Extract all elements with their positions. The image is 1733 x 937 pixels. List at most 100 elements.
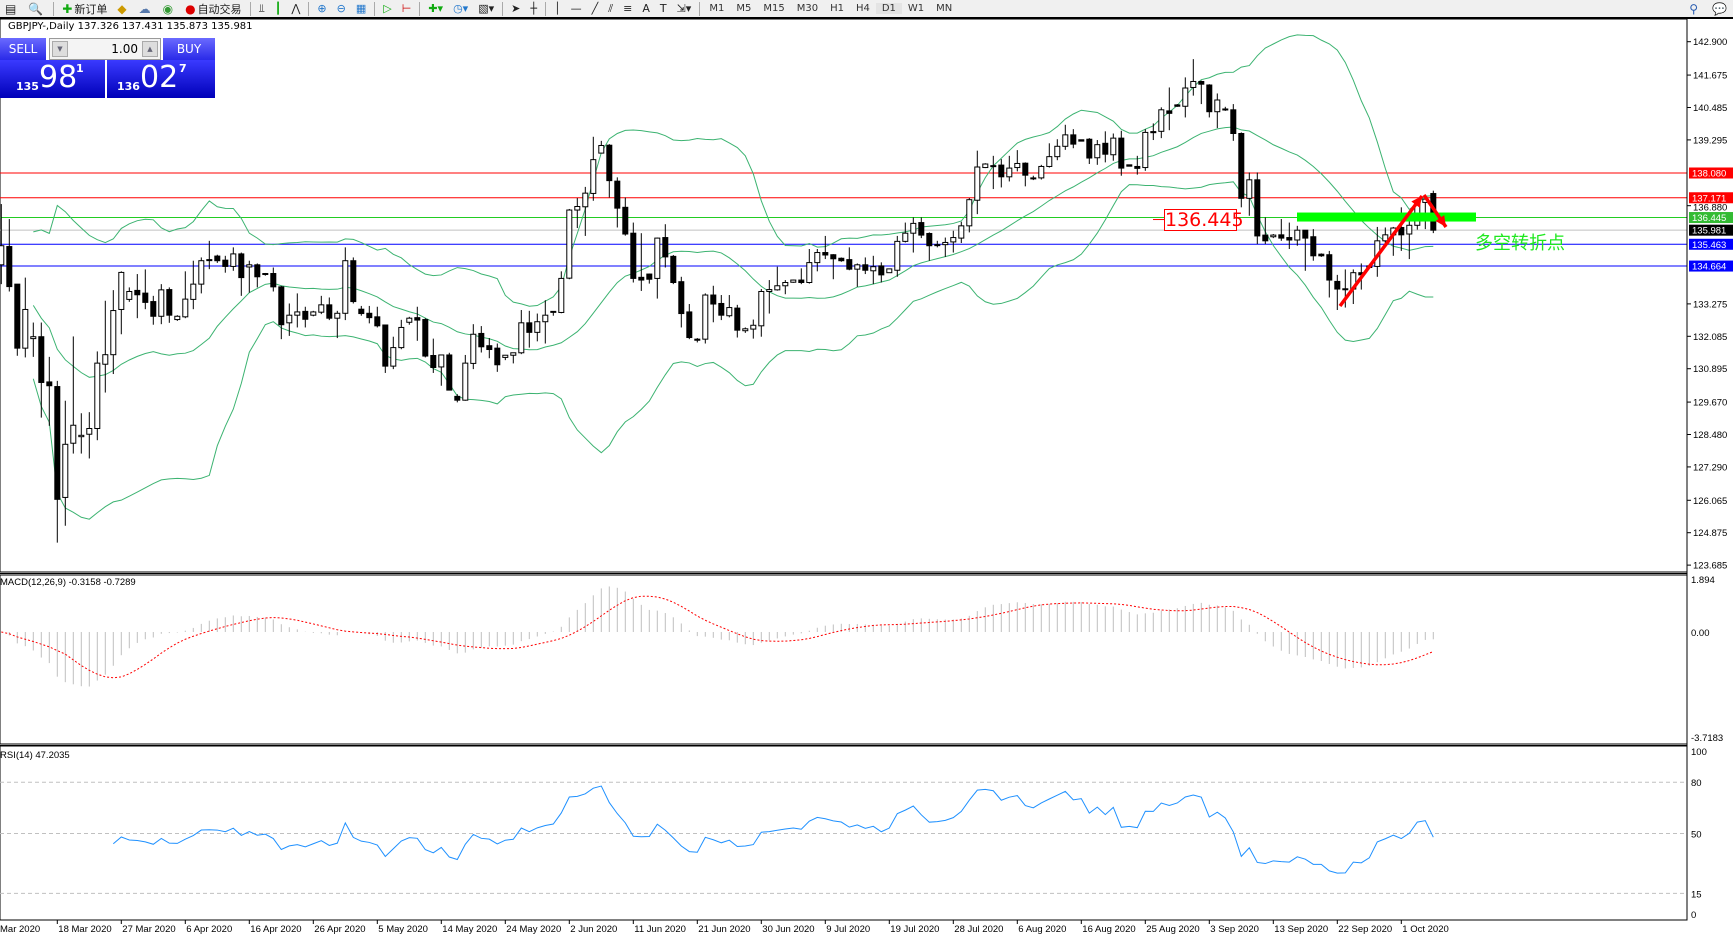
candle-body xyxy=(1118,137,1125,169)
cursor-icon[interactable]: ➤ xyxy=(511,2,521,15)
zoom-in-icon[interactable]: ⊕ xyxy=(317,2,327,15)
bar-chart-icon[interactable]: ⫫ xyxy=(258,1,265,15)
candle-body xyxy=(670,255,677,284)
crosshair-icon[interactable]: ┼ xyxy=(530,2,537,15)
lot-increase-icon[interactable]: ▲ xyxy=(142,41,158,57)
timeframe-h1[interactable]: H1 xyxy=(830,3,844,14)
timeframe-mn[interactable]: MN xyxy=(936,3,953,14)
equidistant-channel-icon[interactable]: ⫽ xyxy=(608,1,614,15)
candlestick-icon[interactable]: ┃ xyxy=(274,2,282,15)
arrows-icon[interactable]: ⇲▾ xyxy=(676,2,692,15)
autoscroll-icon[interactable]: ▷ xyxy=(383,2,392,15)
candle xyxy=(974,150,981,215)
candle-body xyxy=(1150,131,1157,134)
buy-price[interactable]: 136 02 7 xyxy=(107,60,215,98)
periods-icon[interactable]: ◷▾ xyxy=(453,2,469,15)
candle-body xyxy=(550,310,557,313)
candle-body xyxy=(1398,226,1405,236)
candle xyxy=(926,232,933,261)
timeframe-m30[interactable]: M30 xyxy=(796,3,819,14)
candle-body xyxy=(30,336,37,340)
candle-body xyxy=(590,159,597,194)
timeframe-m15[interactable]: M15 xyxy=(763,3,785,14)
one-click-trading-panel: SELL ▼ 1.00 ▲ BUY 135 98 1 136 02 7 xyxy=(0,38,215,98)
separator xyxy=(53,1,55,16)
turning-point-note[interactable]: 多空转折点 xyxy=(1475,233,1565,254)
candle-body xyxy=(1238,132,1245,199)
signals-icon[interactable]: ☁ xyxy=(138,1,151,16)
fibonacci-icon[interactable]: ≡ xyxy=(623,2,633,15)
candle xyxy=(766,280,773,314)
timeframe-h4[interactable]: H4 xyxy=(855,3,870,14)
chart-shift-icon[interactable]: ⊢ xyxy=(401,2,412,15)
macd-panel xyxy=(1,586,1434,687)
templates-icon[interactable]: ▧▾ xyxy=(478,2,495,15)
plus-icon: ✚ xyxy=(62,1,73,16)
timeframe-m1[interactable]: M1 xyxy=(709,3,725,14)
tile-windows-icon[interactable]: ▦ xyxy=(355,2,367,15)
candle-body xyxy=(830,254,837,260)
lot-size-input[interactable]: ▼ 1.00 ▲ xyxy=(49,38,161,60)
sell-price[interactable]: 135 98 1 xyxy=(0,60,105,98)
text-icon[interactable]: A xyxy=(642,2,650,15)
indicators-icon[interactable]: ✚▾ xyxy=(428,2,444,15)
lot-value[interactable]: 1.00 xyxy=(111,42,138,56)
new-order-button[interactable]: ✚ 新订单 xyxy=(57,0,112,17)
candle xyxy=(126,287,133,302)
candle xyxy=(718,295,725,321)
timeframe-d1[interactable]: D1 xyxy=(875,3,902,14)
metaeditor-icon[interactable]: ◆ xyxy=(117,1,127,16)
candle xyxy=(1286,222,1293,249)
candle-body xyxy=(150,301,157,317)
chat-icon[interactable]: 💬 xyxy=(1712,1,1727,16)
candle xyxy=(1214,93,1221,129)
navigator-icon[interactable]: ▤ xyxy=(5,1,17,16)
candle-body xyxy=(1158,109,1165,132)
candle xyxy=(1246,172,1253,216)
candle xyxy=(254,263,261,288)
candle-body xyxy=(486,345,493,351)
panel-frames xyxy=(0,18,1688,921)
price-tick-label: 126.065 xyxy=(1693,496,1727,507)
candle-body xyxy=(198,260,205,285)
price-annotation-label[interactable]: 136.445 xyxy=(1164,209,1244,231)
timeframe-m5[interactable]: M5 xyxy=(736,3,752,14)
candle xyxy=(190,260,197,310)
candle xyxy=(1070,129,1077,149)
autotrading-button[interactable]: ● 自动交易 xyxy=(180,0,246,17)
vertical-line-icon[interactable]: │ xyxy=(553,2,561,15)
candle xyxy=(1022,162,1029,187)
candle-body xyxy=(510,352,517,356)
candle-body xyxy=(1102,142,1109,155)
buy-button[interactable]: BUY xyxy=(163,38,215,60)
candle xyxy=(454,394,461,403)
search-icon[interactable]: ⚲ xyxy=(1689,1,1699,16)
candle-body xyxy=(246,264,253,268)
candle xyxy=(1110,133,1117,161)
candle xyxy=(382,324,389,373)
candle xyxy=(1334,274,1341,311)
candle xyxy=(774,266,781,291)
separator xyxy=(308,1,310,16)
zoom-out-icon[interactable]: ⊖ xyxy=(336,2,346,15)
market-icon[interactable]: ◉ xyxy=(162,1,174,16)
horizontal-line-icon[interactable]: — xyxy=(570,2,582,15)
candle xyxy=(294,293,301,328)
candle xyxy=(814,248,821,272)
lot-decrease-icon[interactable]: ▼ xyxy=(52,41,68,57)
candle-body xyxy=(502,354,509,358)
candle-body xyxy=(574,206,581,211)
price-tick-label: 141.675 xyxy=(1693,71,1727,82)
sell-button[interactable]: SELL xyxy=(0,38,46,60)
candle-body xyxy=(1310,236,1317,257)
candle xyxy=(982,163,989,169)
candle-body xyxy=(358,308,365,315)
timeframe-w1[interactable]: W1 xyxy=(907,3,925,14)
annotations xyxy=(1153,194,1476,308)
zoom-window-icon[interactable]: 🔍 xyxy=(28,1,44,16)
trendline-icon[interactable]: ╱ xyxy=(591,2,599,15)
text-label-icon[interactable]: T xyxy=(659,2,667,15)
line-chart-icon[interactable]: ⋀ xyxy=(291,2,301,15)
date-label: 18 Mar 2020 xyxy=(58,924,111,935)
